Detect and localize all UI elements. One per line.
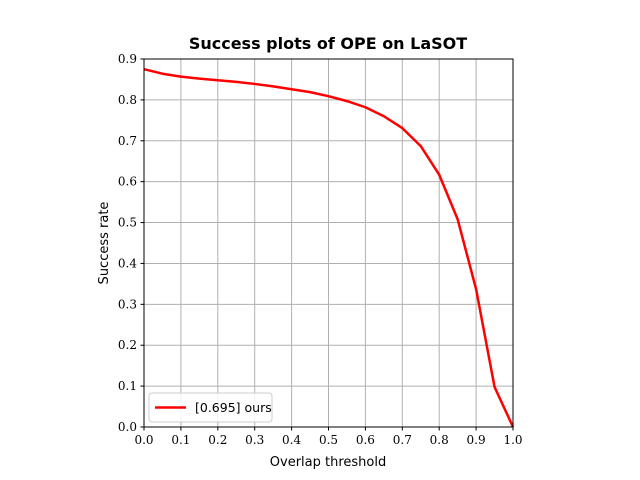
y-tick-label: 0.7: [118, 134, 137, 148]
x-axis: 0.0 0.1 0.2 0.3 0.4 0.5 0.6 0.7 0.8 0.9 1.0: [134, 427, 523, 447]
x-tick-label: 0.5: [319, 433, 338, 447]
x-tick-label: 0.7: [393, 433, 412, 447]
x-tick-label: 0.6: [356, 433, 375, 447]
x-tick-label: 0.4: [282, 433, 301, 447]
x-tick-label: 0.8: [430, 433, 449, 447]
x-tick-label: 0.1: [171, 433, 190, 447]
y-tick-label: 0.5: [118, 216, 137, 230]
x-axis-label: Overlap threshold: [270, 455, 386, 470]
legend-box: [148, 392, 273, 423]
x-tick-label: 0.2: [208, 433, 227, 447]
y-tick-label: 0.1: [118, 379, 137, 393]
y-tick-label: 0.6: [118, 175, 137, 189]
y-tick-label: 0.0: [118, 420, 137, 434]
grid: [143, 58, 514, 428]
legend: [0.695] ours: [148, 392, 273, 423]
x-tick-label: 0.0: [134, 433, 153, 447]
y-tick-label: 0.3: [118, 297, 137, 311]
x-tick-label: 0.3: [245, 433, 264, 447]
y-tick-label: 0.8: [118, 93, 137, 107]
y-tick-label: 0.4: [118, 256, 137, 270]
chart-title: Success plots of OPE on LaSOT: [189, 34, 467, 53]
x-tick-label: 0.9: [467, 433, 486, 447]
y-axis-label: Success rate: [97, 202, 112, 285]
y-tick-label: 0.9: [118, 52, 137, 66]
y-axis: 0.0 0.1 0.2 0.3 0.4 0.5 0.6 0.7 0.8 0.9: [118, 52, 144, 434]
x-tick-label: 1.0: [503, 433, 522, 447]
y-tick-label: 0.2: [118, 338, 137, 352]
legend-label: [0.695] ours: [195, 400, 272, 415]
